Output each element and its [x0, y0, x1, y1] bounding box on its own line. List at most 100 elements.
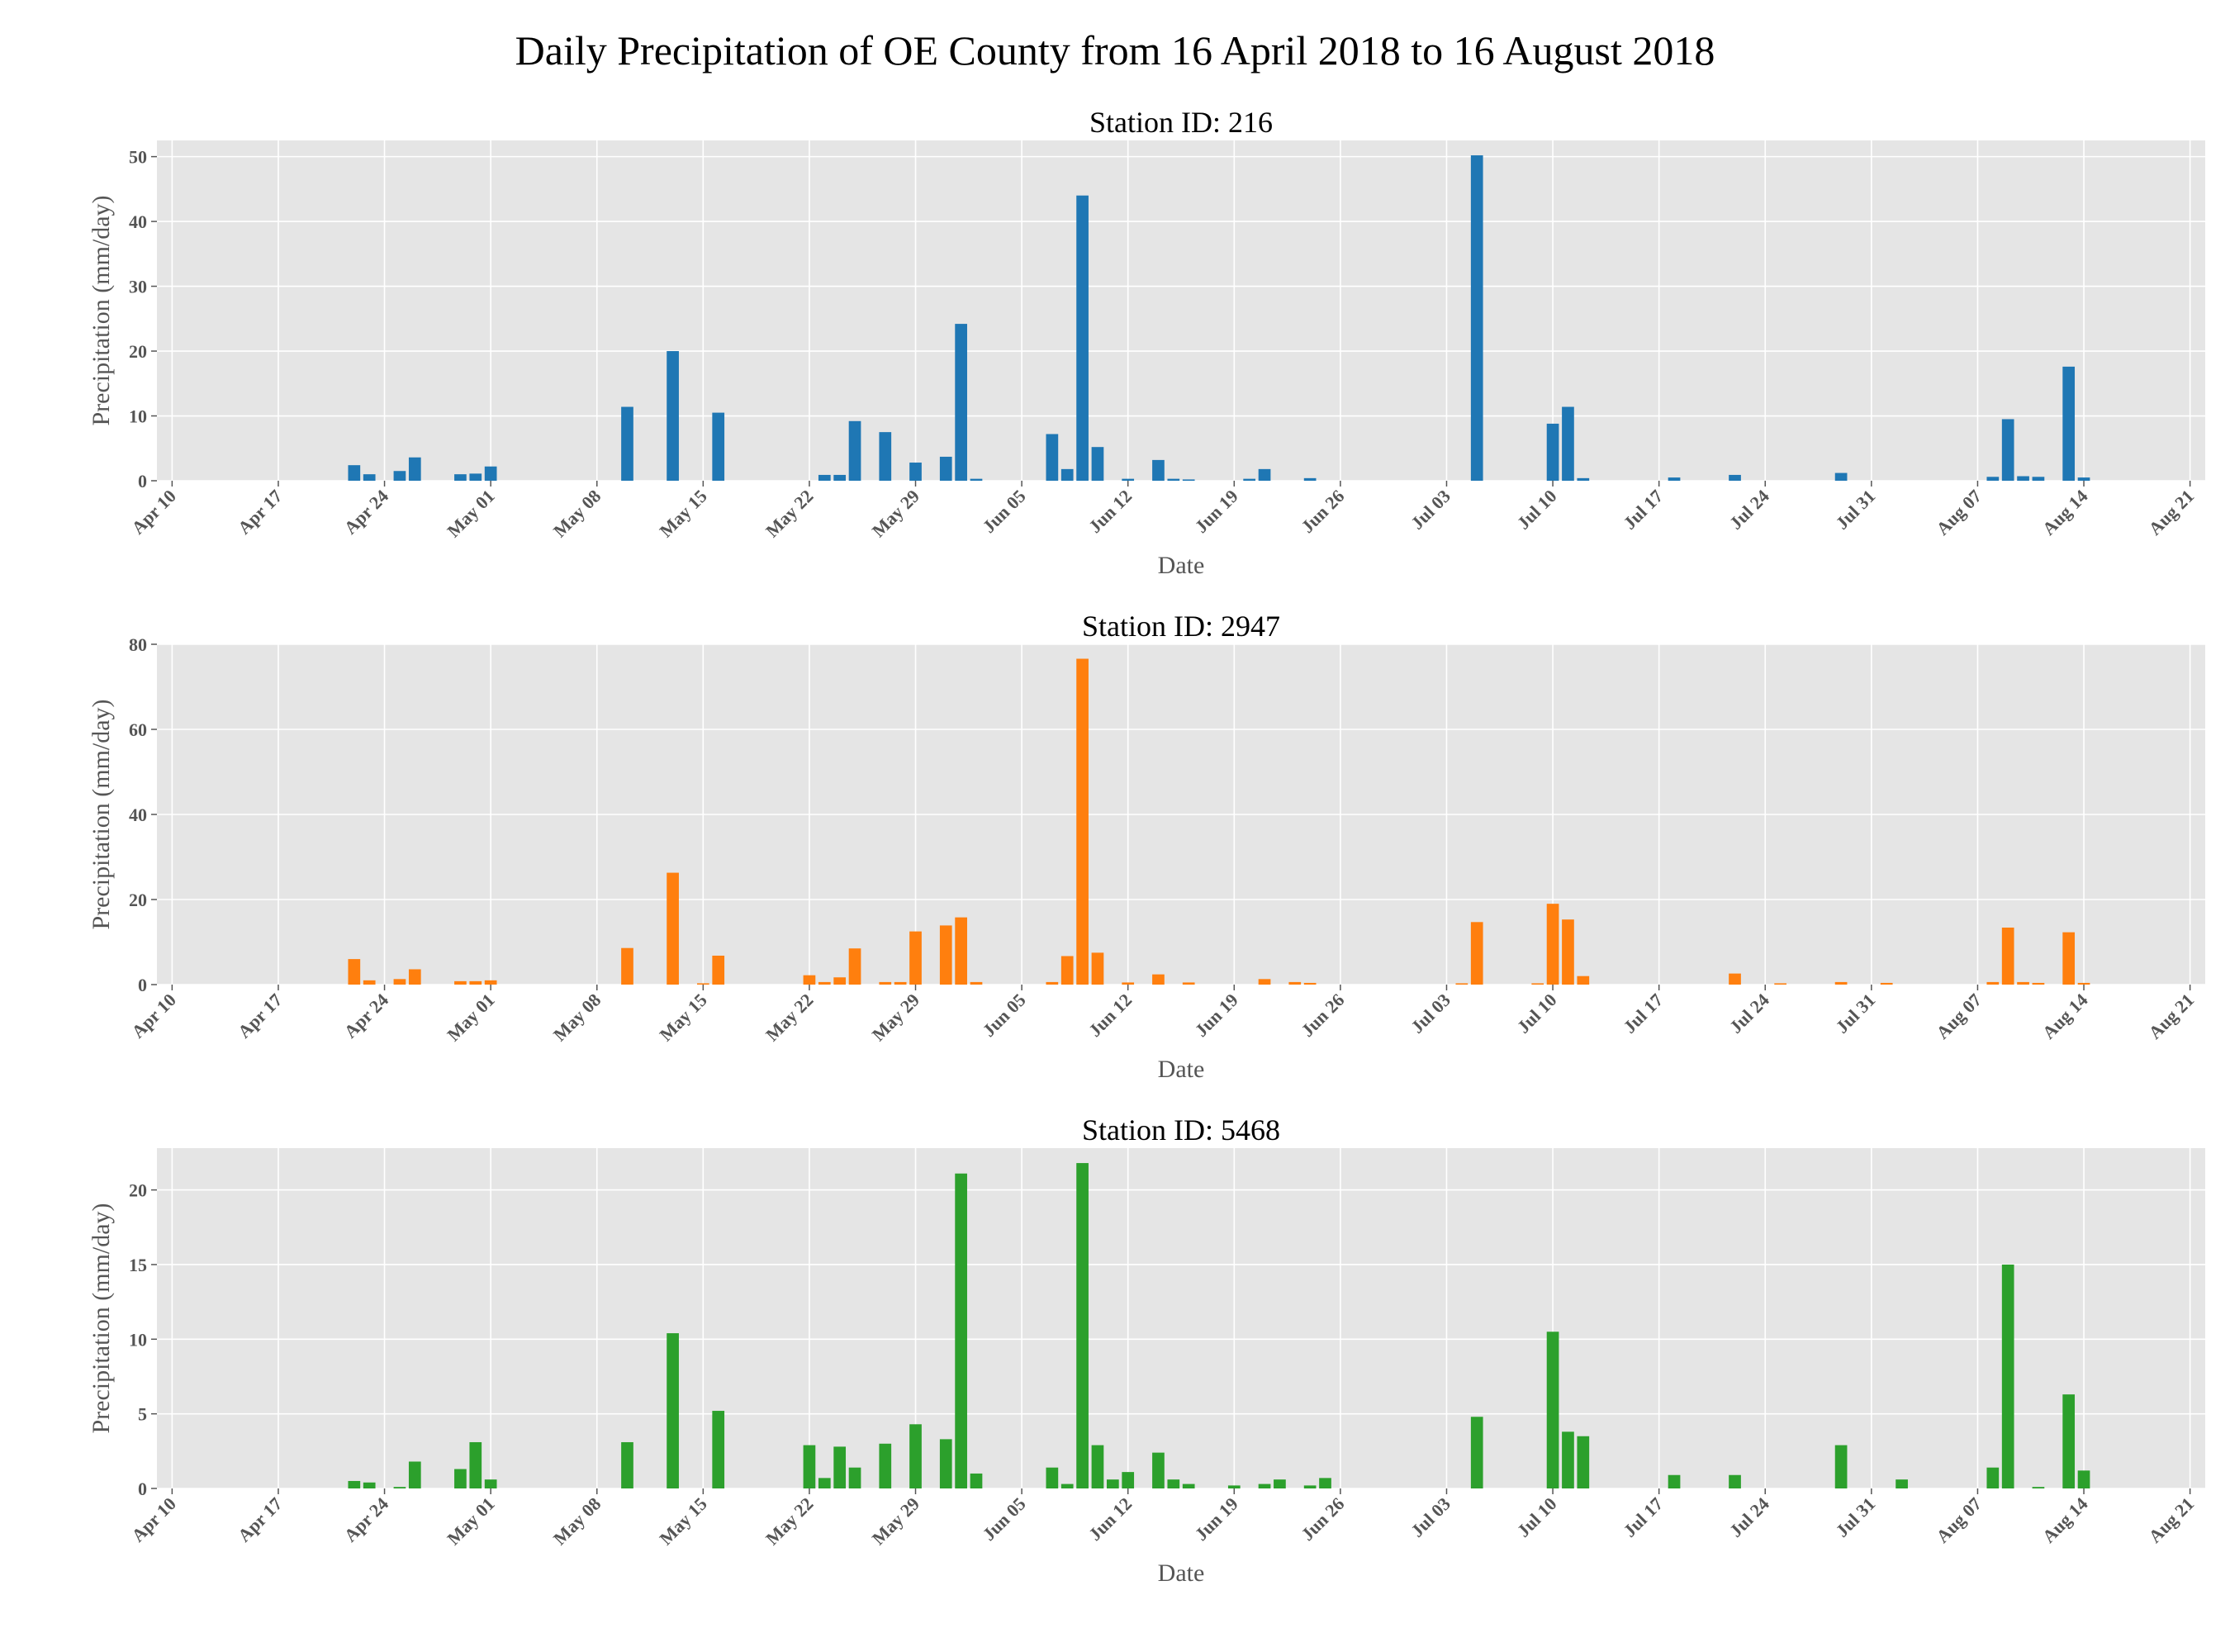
x-tick-label: Aug 14 [2038, 990, 2092, 1043]
precipitation-bar [1562, 1431, 1574, 1488]
precipitation-bar [1091, 447, 1104, 481]
precipitation-bar [970, 1473, 983, 1488]
x-tick-label: Jul 31 [1832, 1493, 1880, 1541]
precipitation-bar [1258, 979, 1271, 985]
precipitation-bar [667, 351, 679, 481]
x-tick-label: Apr 24 [339, 486, 392, 539]
precipitation-bar [803, 1445, 816, 1488]
precipitation-bar [469, 473, 482, 481]
precipitation-bar [909, 463, 922, 481]
precipitation-bar [363, 474, 376, 481]
figure-title: Daily Precipitation of OE County from 16… [515, 27, 1715, 74]
x-tick-label: Jun 19 [1191, 1493, 1242, 1545]
y-tick-label: 15 [129, 1255, 147, 1275]
precipitation-bar [1076, 195, 1089, 481]
precipitation-bar [1834, 981, 1848, 985]
x-tick-label: May 01 [443, 990, 498, 1045]
precipitation-bar [818, 1478, 831, 1488]
x-tick-label: Aug 07 [1932, 1493, 1986, 1547]
precipitation-bar [712, 1411, 725, 1488]
y-tick-label: 40 [129, 211, 147, 232]
precipitation-bar [909, 931, 922, 985]
x-tick-label: Apr 17 [234, 1493, 287, 1546]
precipitation-bar [348, 465, 361, 481]
precipitation-bar [879, 432, 892, 481]
x-tick-label: Jul 10 [1513, 1493, 1561, 1541]
y-tick-label: 30 [129, 277, 147, 297]
precipitation-bar [454, 474, 467, 481]
x-tick-label: Jul 24 [1725, 1493, 1773, 1541]
precipitation-bar [2077, 1470, 2090, 1488]
precipitation-bar [1319, 1478, 1331, 1488]
x-tick-label: May 29 [868, 1493, 923, 1549]
y-tick-label: 0 [138, 975, 147, 995]
x-tick-label: Apr 10 [127, 990, 180, 1042]
precipitation-bar [1834, 1445, 1848, 1488]
precipitation-bar [1577, 477, 1590, 481]
x-tick-label: Apr 17 [234, 486, 287, 539]
precipitation-bar [2032, 982, 2045, 985]
station-title: Station ID: 216 [1089, 106, 1273, 139]
precipitation-bar [1986, 477, 2000, 481]
precipitation-bar [393, 979, 406, 985]
x-tick-label: May 29 [868, 990, 923, 1045]
precipitation-bar [955, 917, 967, 985]
precipitation-bar [1531, 983, 1544, 985]
y-tick-label: 20 [129, 890, 147, 910]
precipitation-bar [1167, 478, 1180, 481]
x-tick-label: Apr 10 [127, 486, 180, 539]
precipitation-bar [621, 1441, 633, 1488]
precipitation-bar [484, 466, 497, 481]
y-axis-label: Precipitation (mm/day) [88, 195, 115, 425]
precipitation-bar [1152, 459, 1165, 481]
precipitation-bar [955, 324, 967, 481]
precipitation-bar [1729, 973, 1741, 985]
plot-area [157, 1148, 2205, 1488]
precipitation-bar [1896, 1479, 1908, 1488]
x-tick-label: Jul 24 [1725, 990, 1773, 1037]
x-tick-label: Jun 12 [1084, 486, 1136, 537]
x-tick-label: Jul 03 [1407, 486, 1454, 534]
precipitation-bar [2062, 366, 2076, 481]
station-panel-2: 0 5 10 15 20 Apr 10 Apr 17 Apr 24 May 01 May 08 Ma… [88, 1113, 2205, 1587]
precipitation-bar [1046, 1467, 1059, 1488]
precipitation-bar [848, 948, 861, 985]
precipitation-bar [1046, 981, 1059, 985]
precipitation-bar [1243, 478, 1256, 481]
precipitation-bar [1546, 1332, 1559, 1488]
x-tick-label: Jul 24 [1725, 486, 1773, 534]
y-axis-label: Precipitation (mm/day) [88, 699, 115, 929]
precipitation-bar [1288, 981, 1302, 985]
x-tick-label: Aug 21 [2144, 990, 2198, 1043]
precipitation-bar [1577, 1436, 1590, 1488]
precipitation-bar [1091, 952, 1104, 985]
precipitation-bar [2077, 477, 2090, 481]
precipitation-bar [970, 981, 983, 985]
precipitation-bar [1122, 1472, 1135, 1488]
station-panel-1: 0 20 40 60 80 Apr 10 Apr 17 Apr 24 May 01 May 08 M… [88, 610, 2205, 1083]
x-tick-label: Aug 21 [2144, 486, 2198, 539]
x-tick-label: Apr 24 [339, 990, 392, 1042]
precipitation-bar [2017, 981, 2029, 985]
precipitation-bar [1986, 1467, 2000, 1488]
precipitation-bar [1470, 922, 1483, 985]
precipitation-bar [2032, 1487, 2045, 1488]
x-tick-label: Jun 05 [978, 990, 1029, 1041]
precipitation-bar [363, 1482, 376, 1488]
x-tick-label: Jun 12 [1084, 1493, 1136, 1545]
x-tick-label: Jul 10 [1513, 486, 1561, 534]
precipitation-bar [1060, 468, 1074, 481]
precipitation-bar [909, 1424, 922, 1488]
precipitation-bar [2001, 927, 2014, 985]
x-tick-label: May 01 [443, 1493, 498, 1549]
station-title: Station ID: 5468 [1082, 1113, 1280, 1146]
precipitation-bar [484, 980, 497, 985]
x-axis-label: Date [1158, 1056, 1205, 1083]
precipitation-bar [879, 981, 892, 985]
precipitation-bar [1076, 1163, 1089, 1488]
precipitation-bar [848, 1467, 861, 1488]
y-tick-label: 40 [129, 805, 147, 825]
x-tick-label: Apr 17 [234, 990, 287, 1042]
x-tick-label: Apr 24 [339, 1493, 392, 1546]
